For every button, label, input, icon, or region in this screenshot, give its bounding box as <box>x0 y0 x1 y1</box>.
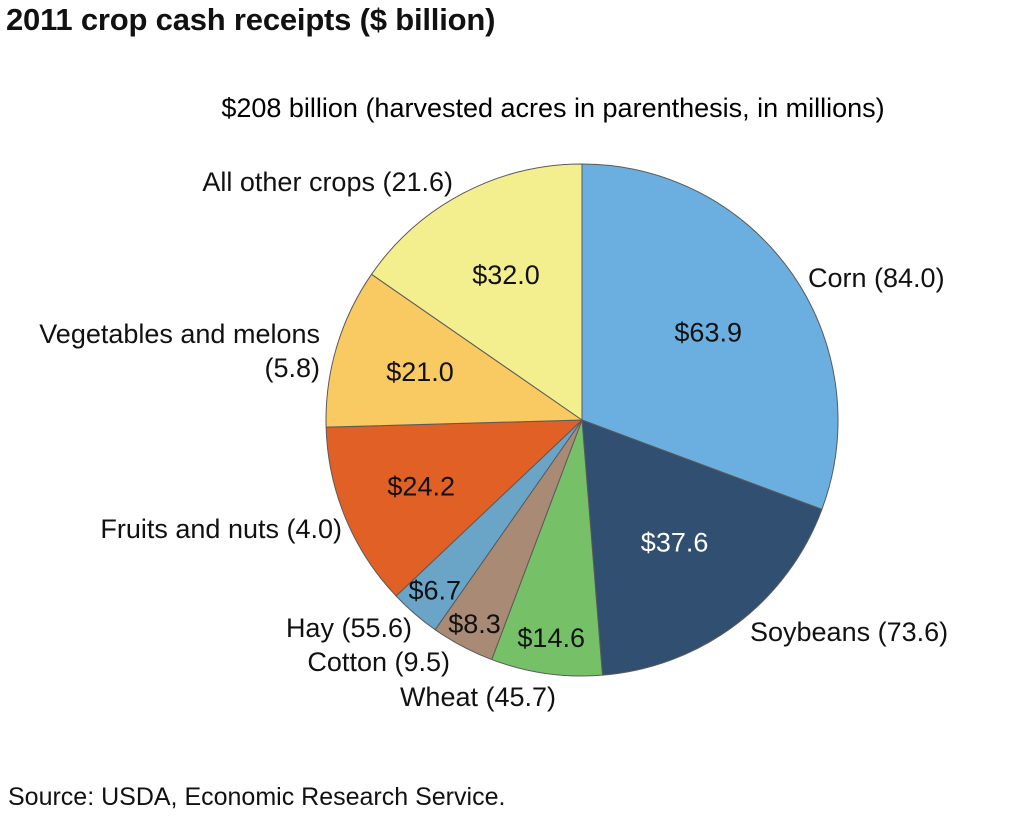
slice-value-label: $6.7 <box>409 576 462 606</box>
slice-category-label: Vegetables and melons (5.8) <box>39 319 320 383</box>
slice-value-label: $21.0 <box>386 357 454 387</box>
pie-slice <box>325 273 583 428</box>
slice-category-label: Corn (84.0) <box>808 263 945 293</box>
slice-category-label: Wheat (45.7) <box>400 682 556 712</box>
slice-category-label: Cotton (9.5) <box>307 647 450 677</box>
slice-category-label: Hay (55.6) <box>286 613 412 643</box>
slice-category-label: All other crops (21.6) <box>202 167 453 197</box>
pie-slice <box>371 163 583 421</box>
source-note: Source: USDA, Economic Research Service. <box>8 783 506 811</box>
slice-value-label: $63.9 <box>674 317 742 347</box>
slice-value-label: $24.2 <box>387 472 455 502</box>
slice-value-label: $8.3 <box>448 609 501 639</box>
slice-value-label: $32.0 <box>472 260 540 290</box>
slice-value-label: $14.6 <box>517 623 585 653</box>
slice-value-label: $37.6 <box>641 528 709 558</box>
pie-slice <box>581 163 839 510</box>
pie-slice <box>325 419 583 597</box>
slice-category-label: Soybeans (73.6) <box>750 617 948 647</box>
chart-subtitle: $208 billion (harvested acres in parenth… <box>221 93 884 123</box>
pie-slice <box>581 419 823 676</box>
slice-category-label: Fruits and nuts (4.0) <box>100 514 342 544</box>
pie-slice <box>491 419 603 677</box>
chart-title: 2011 crop cash receipts ($ billion) <box>6 2 496 37</box>
